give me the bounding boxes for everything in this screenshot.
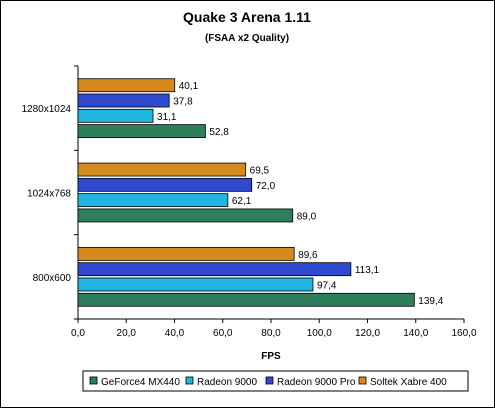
plot-area: 0,0 20,0 40,0 60,0 80,0 100,0 120,0 140,0 160,0 1… xyxy=(22,65,477,339)
bar xyxy=(77,108,154,123)
legend: GeForce4 MX440 Radeon 9000 Radeon 9000 Pro… xyxy=(82,370,469,392)
chart-title: Quake 3 Arena 1.11 xyxy=(183,9,311,25)
x-tick-label: 20,0 xyxy=(117,328,137,339)
data-label: 97,4 xyxy=(317,280,337,291)
category-label: 800x600 xyxy=(33,273,72,284)
bar xyxy=(77,246,295,261)
chart-subtitle: (FSAA x2 Quality) xyxy=(205,33,289,44)
x-tick-label: 120,0 xyxy=(355,328,380,339)
legend-label: GeForce4 MX440 xyxy=(101,377,180,388)
legend-swatch xyxy=(89,376,98,385)
x-tick-label: 60,0 xyxy=(213,328,233,339)
bar xyxy=(77,292,415,307)
x-tick-label: 100,0 xyxy=(307,328,332,339)
x-tick-label: 40,0 xyxy=(165,328,185,339)
bar xyxy=(77,93,170,108)
legend-swatch xyxy=(265,376,274,385)
legend-swatch xyxy=(358,376,367,385)
legend-swatch xyxy=(185,376,194,385)
category-label: 1280x1024 xyxy=(22,104,72,115)
bar xyxy=(77,78,176,93)
data-label: 89,0 xyxy=(297,211,317,222)
x-tick-label: 0,0 xyxy=(71,328,85,339)
x-tick-label: 80,0 xyxy=(261,328,281,339)
data-label: 52,8 xyxy=(209,127,229,138)
data-label: 89,6 xyxy=(298,250,318,261)
legend-label: Radeon 9000 xyxy=(197,377,257,388)
bar xyxy=(77,262,352,277)
category-label: 1024x768 xyxy=(27,189,71,200)
data-label: 37,8 xyxy=(173,97,193,108)
bar xyxy=(77,162,247,177)
data-label: 62,1 xyxy=(232,196,252,207)
data-label: 40,1 xyxy=(179,81,199,92)
legend-box xyxy=(82,370,469,392)
data-label: 72,0 xyxy=(256,181,276,192)
bar xyxy=(77,208,294,223)
bar xyxy=(77,124,206,139)
data-label: 31,1 xyxy=(157,112,177,123)
data-label: 69,5 xyxy=(250,166,270,177)
legend-label: Radeon 9000 Pro xyxy=(277,377,356,388)
x-tick-label: 140,0 xyxy=(403,328,428,339)
bar xyxy=(77,177,253,192)
bar xyxy=(77,193,229,208)
x-tick-label: 160,0 xyxy=(451,328,476,339)
bar xyxy=(77,277,314,292)
data-label: 139,4 xyxy=(418,296,443,307)
x-axis-title: FPS xyxy=(261,351,281,362)
legend-label: Soltek Xabre 400 xyxy=(370,377,447,388)
data-label: 113,1 xyxy=(355,265,380,276)
